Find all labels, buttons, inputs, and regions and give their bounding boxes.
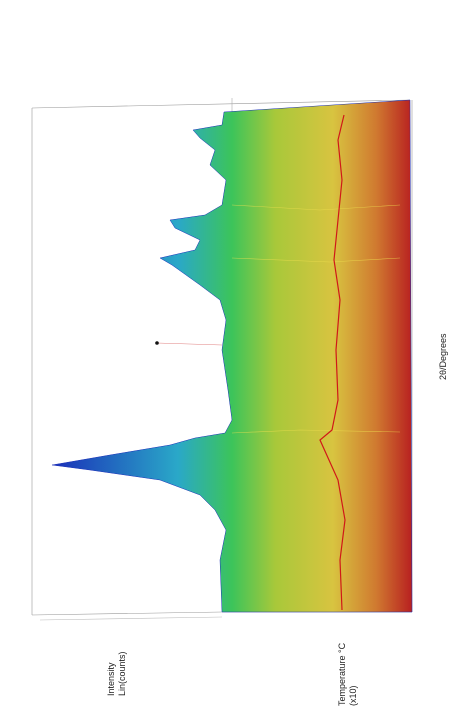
pointer-dot [155,341,159,345]
z-axis-label-line: Intensity [106,662,116,696]
pointer-line [156,342,223,346]
surface-ridge [231,204,401,434]
temperature-line [319,114,346,611]
x-axis-label: 2θ/Degrees [438,333,448,380]
y-axis-label-line: Temperature °C [337,642,347,706]
z-axis-label: Intensity Lin(counts) [106,651,127,696]
y-axis-label: Temperature °C (x10) [337,640,358,706]
surface [51,99,413,613]
z-axis-label-line: Lin(counts) [117,651,127,696]
y-axis-label-line: (x10) [348,685,358,706]
